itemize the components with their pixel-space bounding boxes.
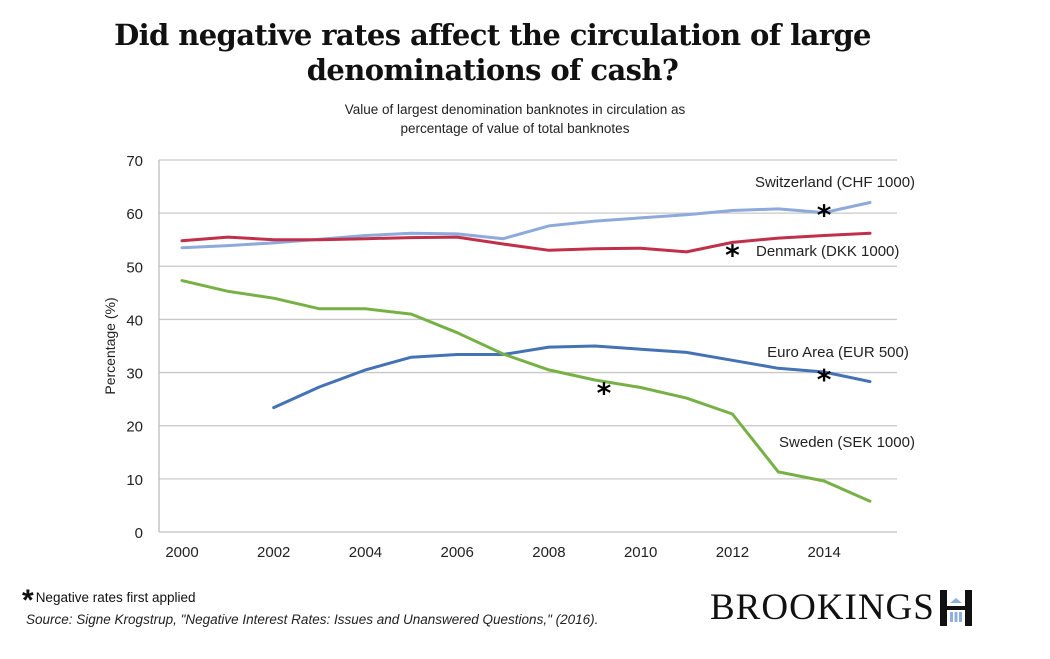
- asterisk-marker: *: [725, 238, 740, 271]
- series-line-euro: [272, 344, 872, 410]
- y-tick-label: 30: [126, 366, 143, 383]
- x-tick-label: 2008: [532, 544, 565, 561]
- brookings-building-icon: [939, 589, 972, 626]
- asterisk-marker: *: [597, 377, 612, 410]
- x-tick-label: 2002: [257, 544, 290, 561]
- chart-title-line-1: Did negative rates affect the circulatio…: [114, 18, 871, 52]
- chart-subtitle-line-2: percentage of value of total banknotes: [400, 121, 630, 136]
- asterisk-icon: *: [22, 584, 34, 617]
- y-tick-label: 40: [126, 312, 143, 329]
- y-tick-label: 70: [126, 153, 143, 170]
- source-note: Source: Signe Krogstrup, "Negative Inter…: [26, 612, 599, 627]
- logo-wordmark: BROOKINGS: [710, 587, 935, 628]
- x-tick-label: 2012: [716, 544, 749, 561]
- chart-title: Did negative rates affect the circulatio…: [0, 18, 985, 88]
- y-tick-labels: 0 10 20 30 40 50 60 70: [126, 153, 143, 542]
- asterisk-marker: *: [817, 363, 832, 396]
- footnote: * Negative rates first applied: [22, 584, 196, 618]
- brookings-logo: BROOKINGS: [710, 586, 973, 629]
- x-tick-label: 2014: [807, 544, 840, 561]
- negative-rate-markers: * * * *: [597, 198, 832, 409]
- x-tick-label: 2000: [165, 544, 198, 561]
- axes: [158, 160, 897, 533]
- y-tick-label: 50: [126, 259, 143, 276]
- x-tick-labels: 2000 2002 2004 2006 2008 2010 2012 2014: [165, 544, 841, 561]
- chart-title-line-2: denominations of cash?: [306, 53, 679, 87]
- x-tick-label: 2004: [349, 544, 382, 561]
- y-tick-label: 20: [126, 419, 143, 436]
- gridlines: [159, 159, 897, 480]
- x-tick-label: 2010: [624, 544, 657, 561]
- y-tick-label: 0: [135, 525, 143, 542]
- y-tick-label: 10: [126, 472, 143, 489]
- asterisk-marker: *: [817, 198, 832, 231]
- chart-subtitle-line-1: Value of largest denomination banknotes …: [344, 102, 686, 117]
- x-tick-label: 2006: [441, 544, 474, 561]
- series-labels: Switzerland (CHF 1000) Denmark (DKK 1000)…: [755, 174, 915, 451]
- series-label: Denmark (DKK 1000): [756, 243, 899, 260]
- series-label: Sweden (SEK 1000): [779, 434, 915, 451]
- series-line-sweden: [180, 279, 872, 503]
- series-label: Euro Area (EUR 500): [767, 344, 909, 361]
- y-tick-label: 60: [126, 206, 143, 223]
- series-label: Switzerland (CHF 1000): [755, 174, 915, 191]
- series-line-denmark: [180, 231, 872, 254]
- chart-subtitle: Value of largest denomination banknotes …: [0, 100, 1030, 138]
- footnote-text: Negative rates first applied: [35, 590, 196, 605]
- y-axis-label: Percentage (%): [102, 297, 118, 394]
- series-lines: [180, 201, 872, 503]
